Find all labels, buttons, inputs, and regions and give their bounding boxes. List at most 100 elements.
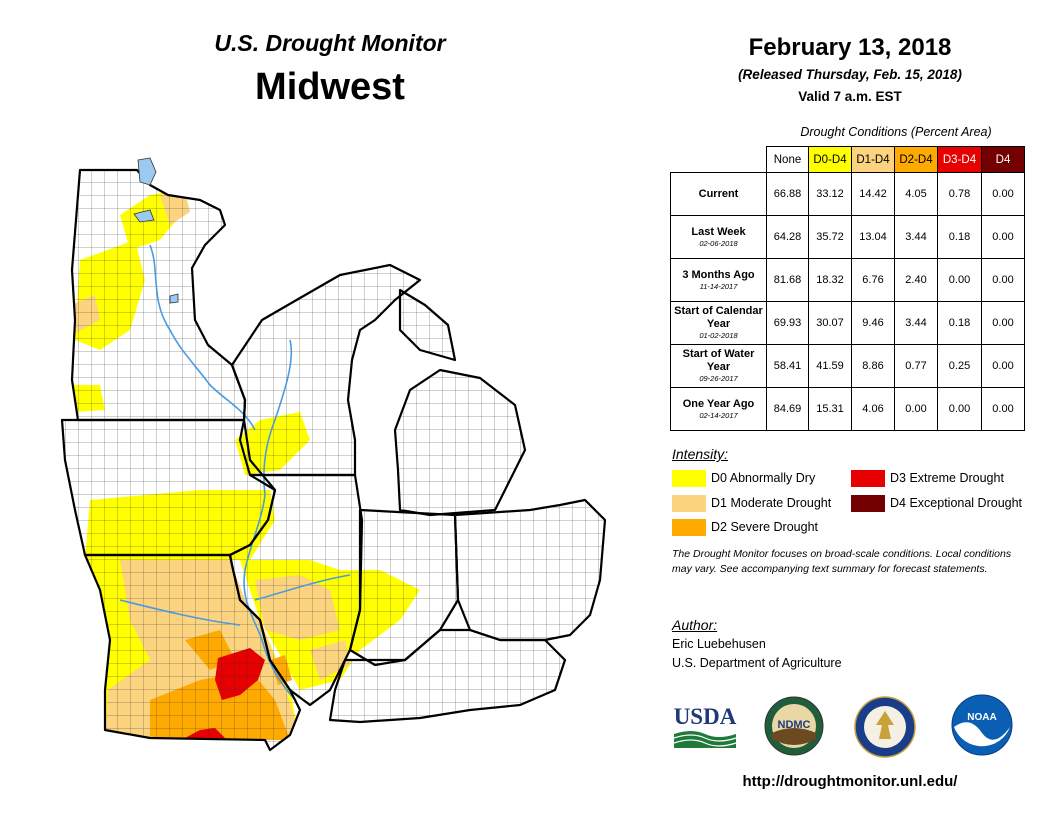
rivers <box>119 244 351 736</box>
table-cell: 18.32 <box>808 258 852 302</box>
ndmc-logo: NDMC <box>764 696 824 756</box>
legend-label: D0 Abnormally Dry <box>711 471 816 485</box>
table-row: Current 66.88 33.12 14.42 4.05 0.78 0.00 <box>670 172 1025 216</box>
col-header: D0-D4 <box>808 146 852 173</box>
table-cell: 3.44 <box>894 301 938 345</box>
row-date: 02-14-2017 <box>699 410 738 420</box>
table-cell: 6.76 <box>851 258 895 302</box>
table-row: One Year Ago 02-14-2017 84.69 15.31 4.06 … <box>670 387 1025 431</box>
table-cell: 69.93 <box>766 301 809 345</box>
legend-label: D2 Severe Drought <box>711 520 819 534</box>
table-cell: 64.28 <box>766 215 809 259</box>
table-header-row: None D0-D4 D1-D4 D2-D4 D3-D4 D4 <box>671 146 1025 173</box>
table-cell: 4.05 <box>894 172 938 216</box>
col-header: D4 <box>981 146 1025 173</box>
table-cell: 35.72 <box>808 215 852 259</box>
table-cell: 0.00 <box>937 258 982 302</box>
legend-label: D3 Extreme Drought <box>890 471 1004 485</box>
table-title: Drought Conditions (Percent Area) <box>800 125 992 139</box>
table-cell: 0.00 <box>981 172 1025 216</box>
table-cell: 81.68 <box>766 258 809 302</box>
table-row: Start of Calendar Year 01-02-2018 69.93 3… <box>670 301 1025 345</box>
table-cell: 15.31 <box>808 387 852 431</box>
legend-swatch <box>672 495 706 512</box>
disclaimer-note: The Drought Monitor focuses on broad-sca… <box>672 548 1012 575</box>
row-label: Start of Calendar Year 01-02-2018 <box>670 301 767 345</box>
legend-label: D1 Moderate Drought <box>711 496 832 510</box>
table-cell: 0.18 <box>937 301 982 345</box>
table-cell: 66.88 <box>766 172 809 216</box>
col-header: None <box>766 146 809 173</box>
row-label: Current <box>670 172 767 216</box>
row-label-text: Start of Water Year <box>682 348 755 373</box>
svg-text:NDMC: NDMC <box>778 719 811 731</box>
release-date: (Released Thursday, Feb. 15, 2018) <box>738 67 962 82</box>
col-header: D2-D4 <box>894 146 938 173</box>
table-cell: 58.41 <box>766 344 809 388</box>
table-cell: 13.04 <box>851 215 895 259</box>
table-cell: 0.18 <box>937 215 982 259</box>
row-label: Last Week 02-06-2018 <box>670 215 767 259</box>
region-title: Midwest <box>255 66 405 108</box>
row-date: 01-02-2018 <box>699 331 738 340</box>
table-cell: 0.25 <box>937 344 982 388</box>
noaa-logo: NOAA <box>951 694 1013 756</box>
table-cell: 41.59 <box>808 344 852 388</box>
table-cell: 0.00 <box>981 344 1025 388</box>
svg-text:USDA: USDA <box>674 704 737 729</box>
table-cell: 0.00 <box>894 387 938 431</box>
table-cell: 33.12 <box>808 172 852 216</box>
row-label-text: Current <box>698 187 739 200</box>
website-link[interactable]: http://droughtmonitor.unl.edu/ <box>742 773 958 790</box>
row-date: 02-06-2018 <box>699 238 738 248</box>
state-borders <box>60 168 607 752</box>
table-cell: 9.46 <box>851 301 895 345</box>
author-name: Eric Luebehusen <box>672 637 766 651</box>
table-cell: 0.00 <box>981 258 1025 302</box>
row-label-text: 3 Months Ago <box>682 268 755 281</box>
doc-seal-logo <box>854 696 916 758</box>
table-cell: 14.42 <box>851 172 895 216</box>
table-row: 3 Months Ago 11-14-2017 81.68 18.32 6.76 … <box>670 258 1025 302</box>
lakes <box>133 157 179 304</box>
table-cell: 0.78 <box>937 172 982 216</box>
drought-map <box>60 157 607 752</box>
header-blank <box>671 147 767 173</box>
col-header: D3-D4 <box>937 146 982 173</box>
row-label: One Year Ago 02-14-2017 <box>670 387 767 431</box>
table-cell: 3.44 <box>894 215 938 259</box>
table-cell: 0.00 <box>981 387 1025 431</box>
table-cell: 8.86 <box>851 344 895 388</box>
table-cell: 0.77 <box>894 344 938 388</box>
row-label: 3 Months Ago 11-14-2017 <box>670 258 767 302</box>
row-date: 09-26-2017 <box>699 374 738 383</box>
legend-swatch <box>851 470 885 487</box>
table-cell: 30.07 <box>808 301 852 345</box>
table-row: Start of Water Year 09-26-2017 58.41 41.5… <box>670 344 1025 388</box>
table-cell: 0.00 <box>937 387 982 431</box>
valid-time: Valid 7 a.m. EST <box>798 89 902 104</box>
table-cell: 4.06 <box>851 387 895 431</box>
map-date: February 13, 2018 <box>748 34 952 61</box>
table-cell: 0.00 <box>981 301 1025 345</box>
row-label-text: One Year Ago <box>682 397 755 410</box>
svg-text:NOAA: NOAA <box>967 712 996 723</box>
product-title: U.S. Drought Monitor <box>214 30 446 56</box>
table-cell: 2.40 <box>894 258 938 302</box>
table-cell: 84.69 <box>766 387 809 431</box>
legend-swatch <box>672 519 706 536</box>
table-row: Last Week 02-06-2018 64.28 35.72 13.04 3.… <box>670 215 1025 259</box>
row-label-text: Last Week <box>691 225 746 238</box>
legend-label: D4 Exceptional Drought <box>890 496 1023 510</box>
author-title: Author: <box>672 617 718 633</box>
row-label: Start of Water Year 09-26-2017 <box>670 344 767 388</box>
usda-logo: USDA <box>674 704 737 748</box>
author-org: U.S. Department of Agriculture <box>672 656 842 670</box>
drought-conditions-table: None D0-D4 D1-D4 D2-D4 D3-D4 D4 Current … <box>670 146 1025 431</box>
legend-swatch <box>851 495 885 512</box>
col-header: D1-D4 <box>851 146 895 173</box>
row-date: 11-14-2017 <box>699 281 738 291</box>
table-cell: 0.00 <box>981 215 1025 259</box>
legend-swatch <box>672 470 706 487</box>
legend-title: Intensity: <box>672 446 729 462</box>
